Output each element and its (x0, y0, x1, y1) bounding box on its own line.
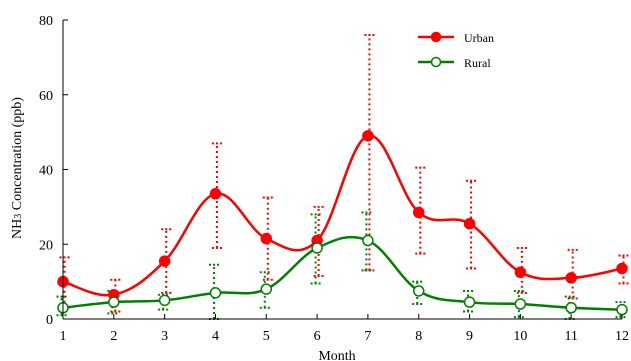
data-point-rural (362, 234, 374, 247)
x-tick-label: 1 (60, 329, 67, 344)
data-point-urban (616, 262, 628, 275)
error-bar-urban (211, 142, 222, 249)
data-point-rural (412, 285, 425, 297)
data-point-urban (260, 232, 273, 245)
y-tick-label: 0 (46, 313, 53, 328)
x-tick-label: 10 (513, 329, 527, 344)
error-bar-rural (615, 301, 626, 319)
legend-item-urban: Urban (418, 31, 494, 45)
data-point-urban (565, 272, 577, 284)
data-point-rural (158, 294, 171, 307)
data-point-rural (565, 302, 577, 314)
data-point-urban (209, 188, 222, 200)
x-tick-label: 9 (466, 329, 473, 344)
error-bar-urban (313, 205, 324, 278)
x-tick-label: 7 (364, 329, 371, 344)
legend-label-urban: Urban (464, 31, 494, 45)
y-axis-title: NH3 Concentration (ppb) (10, 97, 25, 239)
data-point-urban (463, 217, 476, 230)
data-point-rural (209, 287, 222, 299)
series-lines (62, 134, 623, 311)
y-tick-label: 60 (39, 89, 53, 104)
x-tick-label: 2 (110, 329, 117, 344)
x-axis-title: Month (318, 349, 355, 361)
x-tick-label: 4 (212, 329, 219, 344)
x-tick-label: 12 (615, 329, 629, 344)
error-bar-urban (466, 179, 477, 270)
x-tick-label: 5 (263, 329, 270, 344)
series-line-urban (62, 134, 623, 297)
error-bar-rural (513, 289, 524, 319)
legend-marker-rural (430, 56, 442, 68)
series-markers (57, 130, 628, 316)
data-point-urban (412, 206, 425, 219)
legend: Urban Rural (418, 31, 494, 70)
data-point-rural (260, 283, 273, 295)
legend-label-rural: Rural (464, 56, 491, 70)
x-tick-label: 3 (161, 329, 168, 344)
x-tick-label: 6 (314, 329, 321, 344)
x-axis-ticks: 1 2 3 4 5 6 7 8 9 10 11 12 (60, 314, 629, 344)
y-axis-ticks: 0 20 40 60 80 (39, 14, 68, 328)
data-point-rural (463, 296, 476, 308)
error-bar-urban (516, 246, 527, 294)
data-point-rural (108, 296, 120, 308)
data-point-urban (362, 130, 374, 142)
error-bar-urban (618, 254, 629, 285)
error-bar-rural (56, 295, 67, 317)
data-point-rural (616, 303, 628, 316)
data-point-urban (158, 255, 171, 267)
legend-item-rural: Rural (418, 56, 491, 70)
y-tick-label: 80 (39, 14, 53, 29)
error-bar-rural (310, 213, 321, 285)
error-bar-rural (361, 211, 372, 272)
error-bar-rural (259, 271, 270, 309)
x-tick-label: 11 (564, 329, 577, 344)
data-point-urban (514, 266, 527, 279)
error-bar-urban (415, 166, 426, 255)
data-point-rural (311, 242, 323, 254)
x-tick-label: 8 (415, 329, 422, 344)
y-tick-label: 20 (39, 238, 53, 253)
data-point-rural (514, 298, 527, 310)
series-line-rural (62, 235, 623, 311)
error-bar-rural (158, 293, 169, 311)
error-bars (56, 33, 629, 320)
legend-marker-urban (430, 31, 442, 43)
y-tick-label: 40 (39, 164, 53, 179)
